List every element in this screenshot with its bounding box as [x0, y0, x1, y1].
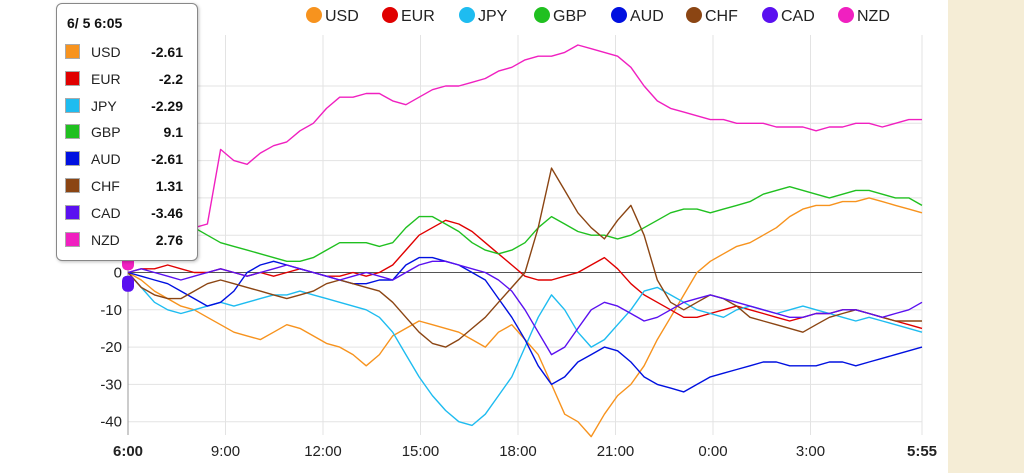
- tooltip-row-jpy: JPY -2.29: [65, 96, 193, 116]
- tooltip-series-value: -2.61: [151, 151, 183, 168]
- tooltip-swatch: [65, 44, 80, 59]
- legend-label-cad: CAD: [781, 8, 815, 25]
- tooltip-series-name: GBP: [91, 124, 121, 141]
- tooltip-series-name: AUD: [91, 151, 121, 168]
- legend-dot-aud: [611, 7, 627, 23]
- tooltip-series-value: -2.2: [158, 70, 183, 87]
- legend-label-aud: AUD: [630, 8, 664, 25]
- tooltip-series-value: -2.29: [151, 97, 183, 114]
- y-tick-label: -30: [100, 376, 122, 393]
- x-tick-label: 3:00: [796, 443, 825, 460]
- tooltip-row-cad: CAD -3.46: [65, 203, 193, 223]
- x-tick-label: 12:00: [304, 443, 342, 460]
- tooltip-swatch: [65, 151, 80, 167]
- y-tick-label: 0: [114, 265, 122, 282]
- tooltip-swatch: [65, 204, 80, 220]
- tooltip-swatch: [65, 231, 80, 247]
- start-marker: [122, 275, 134, 292]
- tooltip-series-name: JPY: [91, 97, 117, 114]
- legend-dot-usd: [306, 7, 322, 23]
- x-tick-label: 21:00: [597, 443, 635, 460]
- tooltip-row-nzd: NZD 2.76: [65, 230, 193, 250]
- tooltip-row-gbp: GBP 9.1: [65, 122, 193, 142]
- x-tick-label: 15:00: [402, 443, 440, 460]
- legend-dot-chf: [686, 7, 702, 23]
- series-line-aud: [127, 256, 923, 393]
- series-line-jpy: [127, 272, 923, 427]
- tooltip-swatch: [65, 70, 80, 86]
- series-line-cad: [127, 260, 923, 356]
- legend-dot-nzd: [838, 7, 854, 23]
- tooltip-series-value: -2.61: [151, 44, 183, 60]
- tooltip-swatch: [65, 124, 80, 140]
- y-tick-label: -10: [100, 302, 122, 319]
- x-tick-label: 18:00: [499, 443, 537, 460]
- tooltip-series-value: -3.46: [151, 204, 183, 221]
- legend-label-jpy: JPY: [478, 8, 508, 25]
- tooltip-row-eur: EUR -2.2: [65, 69, 193, 89]
- legend-dot-eur: [382, 7, 398, 23]
- series-line-eur: [127, 219, 923, 330]
- hover-tooltip: 6/ 5 6:05 USD -2.61 EUR -2.2 JPY -2.29 GBP 9.1 A…: [56, 3, 198, 261]
- tooltip-series-value: 9.1: [163, 124, 183, 141]
- x-tick-label: 6:00: [113, 443, 143, 460]
- y-tick-label: -20: [100, 339, 122, 356]
- y-tick-label: -40: [100, 414, 122, 431]
- legend-label-usd: USD: [325, 8, 359, 25]
- series-line-chf: [127, 167, 922, 348]
- legend-label-eur: EUR: [401, 8, 435, 25]
- tooltip-series-name: EUR: [91, 70, 121, 87]
- legend-label-gbp: GBP: [553, 8, 587, 25]
- legend-label-nzd: NZD: [857, 8, 890, 25]
- legend-dot-gbp: [534, 7, 550, 23]
- series-line-nzd: [127, 44, 922, 255]
- tooltip-swatch: [65, 178, 80, 193]
- tooltip-series-name: NZD: [91, 231, 120, 248]
- tooltip-series-name: CHF: [91, 178, 120, 194]
- x-tick-label: 5:55: [907, 443, 937, 460]
- tooltip-series-value: 1.31: [155, 178, 183, 194]
- tooltip-time: 6/ 5 6:05: [67, 15, 123, 31]
- x-tick-label: 9:00: [211, 443, 240, 460]
- tooltip-series-name: USD: [91, 44, 121, 60]
- x-tick-label: 0:00: [698, 443, 727, 460]
- legend-dot-jpy: [459, 7, 475, 23]
- tooltip-row-chf: CHF 1.31: [65, 176, 193, 196]
- line-chart: 6:00 9:00 12:00 15:00 18:00 21:00 0:00 3:00 5:55…: [100, 7, 937, 460]
- tooltip-row-aud: AUD -2.61: [65, 149, 193, 169]
- legend-label-chf: CHF: [705, 8, 738, 25]
- legend-dot-cad: [762, 7, 778, 23]
- chart-panel: 6:00 9:00 12:00 15:00 18:00 21:00 0:00 3:00 5:55…: [0, 0, 948, 473]
- tooltip-series-name: CAD: [91, 204, 121, 221]
- tooltip-swatch: [65, 97, 80, 113]
- tooltip-series-value: 2.76: [155, 231, 183, 248]
- series-line-gbp: [127, 185, 923, 262]
- tooltip-row-usd: USD -2.61: [65, 42, 193, 62]
